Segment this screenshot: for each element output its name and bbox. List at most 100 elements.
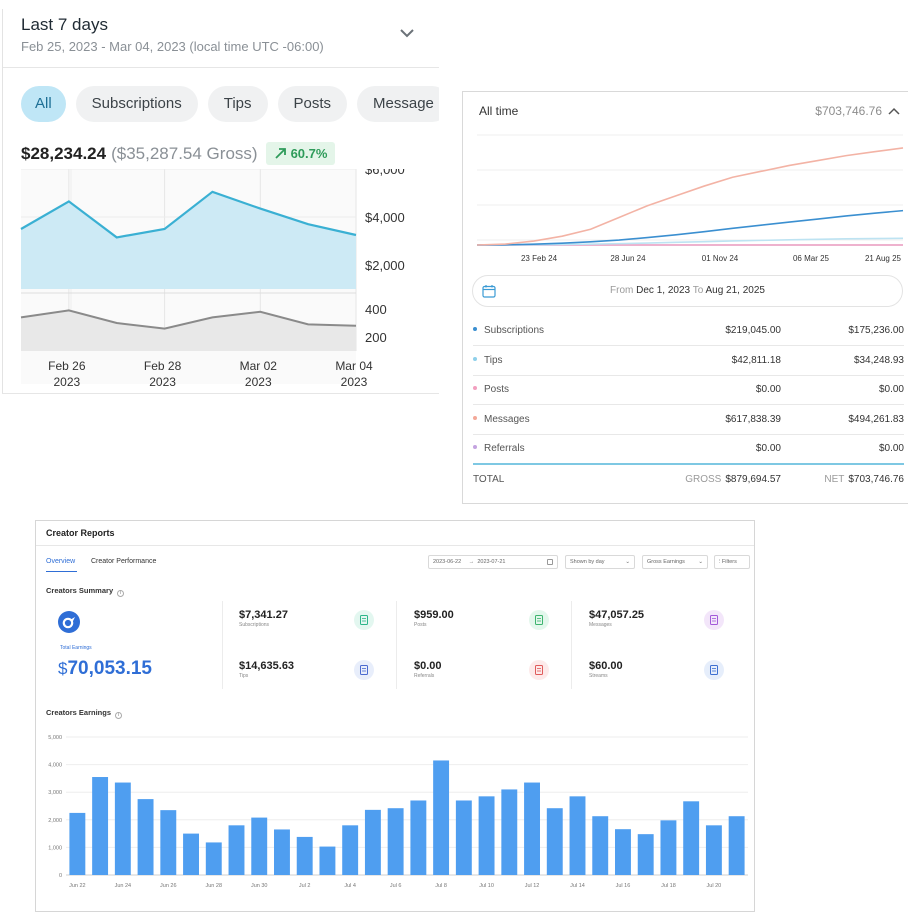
net-label: NET: [824, 473, 845, 485]
bar-jul-17[interactable]: [637, 834, 654, 875]
bar-jul-14[interactable]: [569, 796, 586, 875]
pill-subscriptions[interactable]: Subscriptions: [75, 86, 198, 122]
earnings-totals: $28,234.24 ($35,287.54 Gross) 60.7%: [21, 142, 336, 165]
bar-jun-23[interactable]: [92, 777, 109, 875]
x-tick-label: Jul 6: [390, 883, 402, 889]
stat-value: $959.00: [414, 609, 454, 621]
creator-reports-panel: Creator Reports Overview Creator Perform…: [35, 520, 755, 912]
bar-jul-10[interactable]: [478, 796, 495, 875]
bar-jul-8[interactable]: [433, 760, 450, 875]
row-gross: $42,811.18: [633, 345, 781, 376]
chevron-up-icon[interactable]: [888, 107, 900, 115]
all-time-amount: $703,746.76: [815, 104, 882, 118]
report-title: Creator Reports: [46, 528, 115, 538]
x-tick-label: Feb 28: [144, 359, 182, 373]
bar-jul-6[interactable]: [387, 808, 404, 875]
bar-jun-29[interactable]: [228, 825, 245, 875]
bar-jun-22[interactable]: [69, 812, 86, 875]
x-tick-label: 01 Nov 24: [702, 254, 739, 263]
to-label: To: [692, 285, 704, 296]
bar-jul-9[interactable]: [455, 800, 472, 875]
info-icon[interactable]: i: [115, 712, 123, 719]
row-net: $0.00: [780, 375, 904, 406]
bar-jun-24[interactable]: [114, 782, 131, 875]
stat-streams: $60.00 Streams: [589, 660, 623, 679]
category-pills: All Subscriptions Tips Posts Message: [21, 86, 439, 122]
legend-dot: [473, 327, 477, 332]
y-tick-label: $2,000: [365, 258, 405, 273]
x-tick-label: Jun 22: [69, 883, 86, 889]
x-tick-label: Jul 4: [344, 883, 356, 889]
pill-all[interactable]: All: [21, 86, 66, 122]
count-line: [20, 309, 357, 330]
row-name: Tips: [484, 354, 503, 366]
shown-by-select[interactable]: Shown by day ⌄: [565, 555, 635, 569]
bar-jul-13[interactable]: [546, 808, 563, 875]
bar-jun-25[interactable]: [137, 799, 154, 875]
filters-button[interactable]: ⫶ Filters: [714, 555, 750, 569]
row-net: $494,261.83: [780, 404, 904, 435]
total-net-value: $703,746.76: [848, 473, 904, 485]
bar-jun-30[interactable]: [251, 817, 268, 875]
bar-jul-11[interactable]: [501, 789, 518, 875]
row-gross: $219,045.00: [633, 316, 781, 347]
chevron-down-icon[interactable]: [399, 27, 415, 39]
bar-jul-18[interactable]: [660, 820, 677, 875]
bar-jun-28[interactable]: [205, 842, 222, 875]
bar-jul-15[interactable]: [592, 816, 609, 875]
earnings-type-select[interactable]: Gross Earnings ⌄: [642, 555, 708, 569]
x-tick-year: 2023: [54, 375, 81, 389]
bar-jul-1[interactable]: [274, 829, 290, 875]
bar-jul-2[interactable]: [296, 836, 313, 875]
bar-jul-21[interactable]: [728, 816, 745, 875]
table-row: Referrals $0.00 $0.00: [473, 434, 904, 465]
series-line-messages: [476, 147, 904, 246]
stat-tips: $14,635.63 Tips: [239, 660, 294, 679]
date-range-picker[interactable]: From Dec 1, 2023 To Aug 21, 2025: [472, 275, 903, 307]
change-value: 60.7%: [290, 146, 328, 161]
earnings-logo-icon: [58, 611, 80, 633]
date-range-input[interactable]: 2023-06-22 → 2023-07-21: [428, 555, 558, 569]
bar-jul-5[interactable]: [364, 809, 381, 875]
period-title: Last 7 days: [21, 15, 108, 34]
legend-dot: [473, 445, 477, 450]
bar-jul-7[interactable]: [410, 800, 427, 875]
pill-messages[interactable]: Message: [357, 86, 439, 122]
bar-jun-26[interactable]: [160, 810, 177, 875]
stat-value: $7,341.27: [239, 609, 288, 621]
x-tick-label: Jun 30: [251, 883, 268, 889]
tab-creator-performance[interactable]: Creator Performance: [91, 558, 157, 565]
filter-icon: ⫶: [719, 559, 721, 565]
info-icon[interactable]: i: [117, 590, 125, 597]
from-date: Dec 1, 2023: [636, 285, 691, 296]
pill-tips[interactable]: Tips: [207, 86, 268, 122]
bar-jul-4[interactable]: [342, 825, 359, 875]
row-label: Subscriptions: [473, 316, 633, 347]
row-gross: $0.00: [633, 375, 781, 406]
earnings-line: [20, 190, 357, 239]
earnings-title: Creators Earnings: [46, 708, 112, 717]
all-time-panel: All time $703,746.76 23 Feb 24 28 Jun 24 0…: [462, 91, 908, 504]
x-tick-label: 06 Mar 25: [793, 254, 830, 263]
x-tick-year: 2023: [245, 375, 272, 389]
bar-jun-27[interactable]: [183, 833, 199, 875]
bar-jul-3[interactable]: [319, 846, 336, 875]
tab-overview[interactable]: Overview: [46, 558, 76, 565]
tips-icon: [354, 660, 374, 680]
legend-dot: [473, 356, 477, 361]
bar-jul-12[interactable]: [524, 782, 540, 875]
table-row: Messages $617,838.39 $494,261.83: [473, 404, 904, 435]
pill-posts[interactable]: Posts: [277, 86, 348, 122]
total-label: TOTAL: [473, 462, 633, 494]
stat-label: Subscriptions: [239, 622, 270, 628]
bar-jul-19[interactable]: [683, 801, 700, 875]
net-earnings: $28,234.24: [21, 143, 107, 163]
bar-jul-16[interactable]: [615, 829, 631, 875]
summary-heading: Creators Summary i: [46, 586, 125, 597]
stat-label: Messages: [589, 622, 612, 628]
bar-jul-20[interactable]: [705, 825, 722, 875]
x-tick-label: Feb 26: [48, 359, 86, 373]
x-tick-year: 2023: [341, 375, 368, 389]
earnings-7day-chart: $6,000 $4,000 $2,000 400 200 Feb 26 2023 Feb 28…: [20, 169, 405, 389]
referrals-icon: [529, 660, 549, 680]
